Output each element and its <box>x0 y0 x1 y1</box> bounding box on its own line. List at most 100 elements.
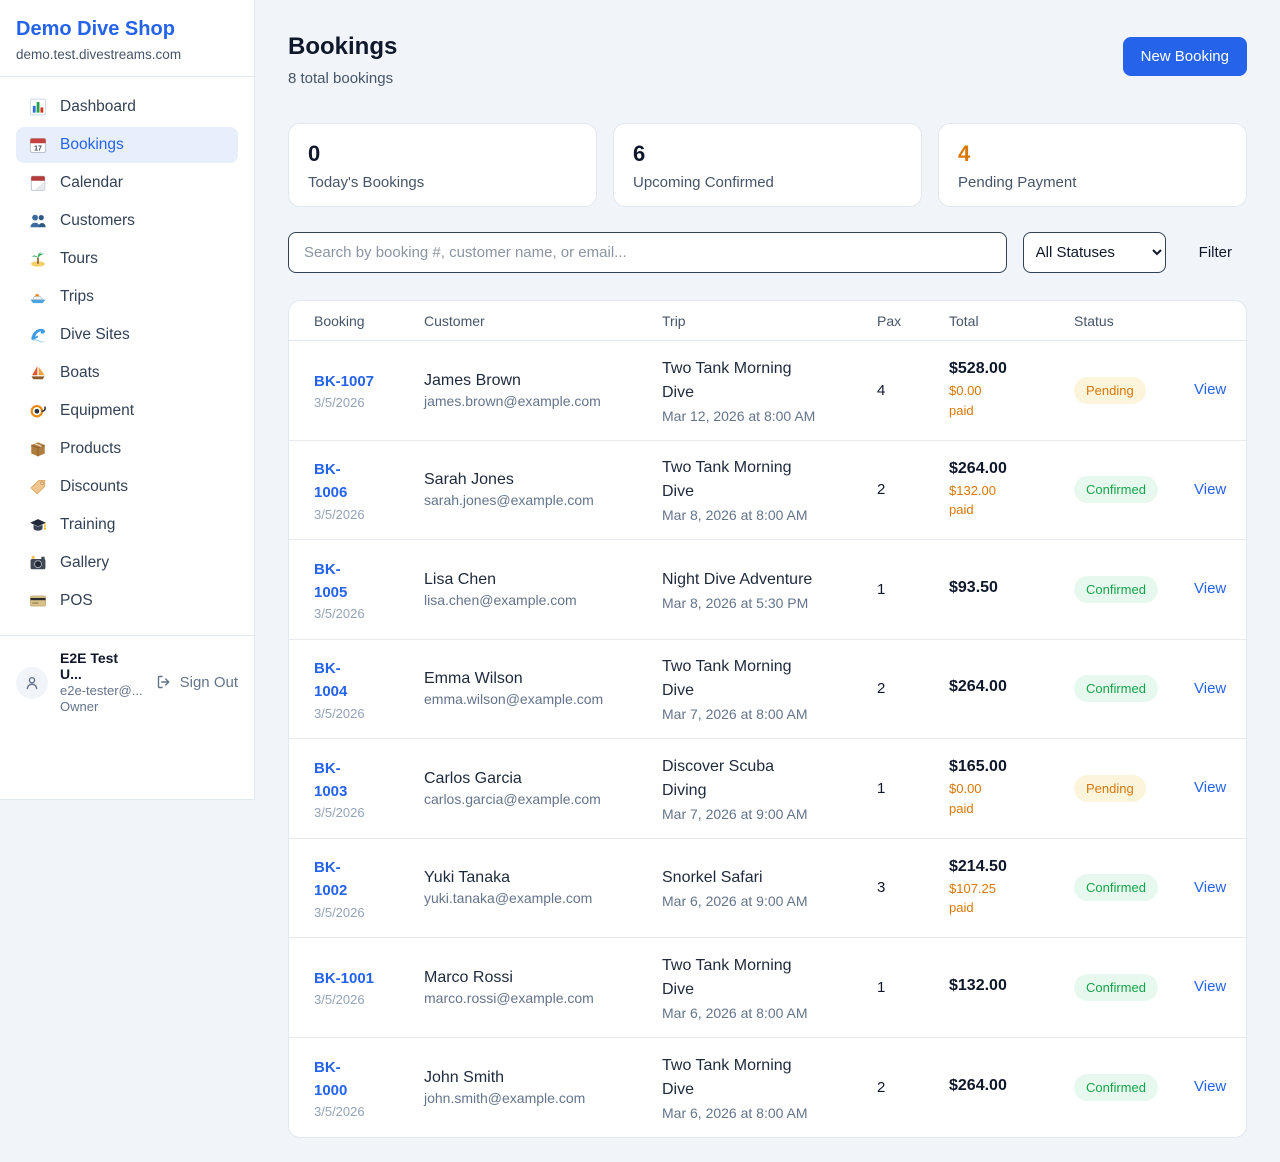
tours-icon <box>29 250 47 268</box>
trip-datetime: Mar 7, 2026 at 9:00 AM <box>662 805 808 822</box>
sidebar-item-dive-sites[interactable]: Dive Sites <box>16 317 238 353</box>
booking-date: 3/5/2026 <box>314 904 365 920</box>
trip-name: Snorkel Safari <box>662 869 763 887</box>
sign-out-label: Sign Out <box>179 674 238 692</box>
customer-name: John Smith <box>424 1068 505 1086</box>
sidebar-item-customers[interactable]: Customers <box>16 203 238 239</box>
sidebar: Demo Dive Shop demo.test.divestreams.com… <box>0 0 255 800</box>
trip-name: Two Tank Morning Dive <box>662 359 792 401</box>
dive-sites-icon <box>29 326 47 344</box>
filter-button[interactable]: Filter <box>1198 244 1232 261</box>
sidebar-item-label: Tours <box>60 250 98 267</box>
boats-icon <box>29 364 47 382</box>
stat-value: 0 <box>308 141 321 166</box>
trip-name: Two Tank Morning Dive <box>662 1056 792 1098</box>
filter-row: All Statuses Filter <box>288 232 1247 273</box>
sidebar-item-calendar[interactable]: Calendar <box>16 165 238 201</box>
paid-amount: $0.00 paid <box>949 781 982 816</box>
view-booking-link[interactable]: View <box>1194 381 1227 399</box>
trip-datetime: Mar 6, 2026 at 9:00 AM <box>662 893 808 910</box>
customer-email: sarah.jones@example.com <box>424 492 594 509</box>
booking-id-link[interactable]: BK- 1006 <box>314 461 348 502</box>
stats-row: 0 Today's Bookings 6 Upcoming Confirmed 4 Pen… <box>288 123 1247 207</box>
sidebar-item-label: POS <box>60 592 93 609</box>
sidebar-item-equipment[interactable]: Equipment <box>16 393 238 429</box>
view-booking-link[interactable]: View <box>1194 1078 1227 1096</box>
view-booking-link[interactable]: View <box>1194 978 1227 996</box>
pax-count: 4 <box>877 381 886 399</box>
view-booking-link[interactable]: View <box>1194 480 1227 498</box>
view-booking-link[interactable]: View <box>1194 878 1227 896</box>
booking-date: 3/5/2026 <box>314 805 365 820</box>
stat-card-upcoming-confirmed: 6 Upcoming Confirmed <box>613 123 922 207</box>
search-input[interactable] <box>288 232 1007 273</box>
customers-icon <box>29 212 47 230</box>
sidebar-item-dashboard[interactable]: Dashboard <box>16 89 238 125</box>
sidebar-item-training[interactable]: Training <box>16 507 238 543</box>
sidebar-item-boats[interactable]: Boats <box>16 355 238 391</box>
total-amount: $264.00 <box>949 459 1007 477</box>
sidebar-item-pos[interactable]: POS <box>16 583 238 619</box>
column-header-status: Status <box>1074 312 1114 329</box>
paid-amount: $107.25 paid <box>949 880 996 916</box>
page-title: Bookings <box>288 33 398 60</box>
stat-card-today-s-bookings: 0 Today's Bookings <box>288 123 597 207</box>
sign-out-button[interactable]: Sign Out <box>155 674 238 692</box>
sidebar-item-bookings[interactable]: 17 Bookings <box>16 127 238 163</box>
sidebar-item-tours[interactable]: Tours <box>16 241 238 277</box>
status-filter-select[interactable]: All Statuses <box>1022 232 1166 273</box>
customer-name: Yuki Tanaka <box>424 869 510 887</box>
gallery-icon <box>29 554 47 572</box>
brand-title: Demo Dive Shop <box>16 18 175 40</box>
booking-id-link[interactable]: BK- 1002 <box>314 859 348 900</box>
view-booking-link[interactable]: View <box>1194 779 1227 797</box>
total-amount: $528.00 <box>949 360 1007 378</box>
customer-name: Carlos Garcia <box>424 769 522 787</box>
sidebar-item-products[interactable]: Products <box>16 431 238 467</box>
new-booking-button[interactable]: New Booking <box>1122 37 1247 76</box>
sidebar-item-label: Trips <box>60 288 94 305</box>
avatar <box>16 666 48 699</box>
trip-name: Discover Scuba Diving <box>662 757 775 799</box>
booking-id-link[interactable]: BK- 1003 <box>314 759 348 800</box>
table-row: BK- 1004 3/5/2026 Emma Wilson emma.wilso… <box>289 640 1246 739</box>
sidebar-item-trips[interactable]: Trips <box>16 279 238 315</box>
user-name: E2E Test U... <box>60 650 119 682</box>
customer-email: yuki.tanaka@example.com <box>424 890 593 907</box>
booking-id-link[interactable]: BK- 1005 <box>314 560 348 601</box>
customer-email: john.smith@example.com <box>424 1089 586 1106</box>
table-row: BK- 1003 3/5/2026 Carlos Garcia carlos.g… <box>289 739 1246 839</box>
customer-email: james.brown@example.com <box>424 392 601 409</box>
equipment-icon <box>29 402 47 420</box>
trip-datetime: Mar 8, 2026 at 5:30 PM <box>662 594 809 611</box>
view-booking-link[interactable]: View <box>1194 679 1227 697</box>
sign-out-icon <box>155 674 173 692</box>
table-row: BK- 1005 3/5/2026 Lisa Chen lisa.chen@ex… <box>289 540 1246 640</box>
total-amount: $165.00 <box>949 758 1007 776</box>
brand-domain: demo.test.divestreams.com <box>16 47 182 62</box>
view-booking-link[interactable]: View <box>1194 580 1227 598</box>
sidebar-item-discounts[interactable]: Discounts <box>16 469 238 505</box>
pax-count: 1 <box>877 580 886 598</box>
booking-id-link[interactable]: BK- 1000 <box>314 1058 348 1099</box>
status-badge: Confirmed <box>1074 1073 1158 1101</box>
training-icon <box>29 516 47 534</box>
total-amount: $93.50 <box>949 578 998 596</box>
booking-id-link[interactable]: BK-1001 <box>314 970 375 988</box>
sidebar-item-label: Discounts <box>60 478 129 495</box>
paid-amount: $132.00 paid <box>949 482 996 518</box>
sidebar-item-label: Dive Sites <box>60 326 130 343</box>
brand-block: Demo Dive Shop demo.test.divestreams.com <box>0 0 254 77</box>
sidebar-item-gallery[interactable]: Gallery <box>16 545 238 581</box>
table-row: BK- 1006 3/5/2026 Sarah Jones sarah.jone… <box>289 441 1246 540</box>
stat-label: Today's Bookings <box>308 174 425 191</box>
booking-id-link[interactable]: BK-1007 <box>314 373 375 391</box>
pax-count: 1 <box>877 978 886 996</box>
booking-date: 3/5/2026 <box>314 992 365 1008</box>
status-badge: Confirmed <box>1074 973 1158 1001</box>
status-badge: Confirmed <box>1074 575 1158 603</box>
booking-id-link[interactable]: BK- 1004 <box>314 660 348 701</box>
booking-date: 3/5/2026 <box>314 705 365 721</box>
customer-name: Sarah Jones <box>424 471 514 489</box>
column-header-customer: Customer <box>424 312 485 329</box>
